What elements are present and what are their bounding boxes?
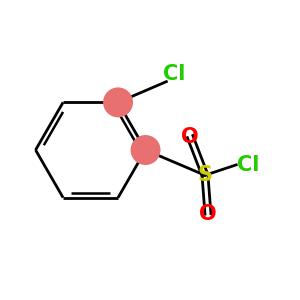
Text: O: O — [199, 204, 217, 224]
Text: Cl: Cl — [163, 64, 185, 84]
Circle shape — [104, 88, 132, 117]
Text: Cl: Cl — [237, 155, 259, 175]
Text: O: O — [181, 127, 199, 147]
Text: S: S — [197, 165, 212, 185]
Circle shape — [131, 136, 160, 164]
